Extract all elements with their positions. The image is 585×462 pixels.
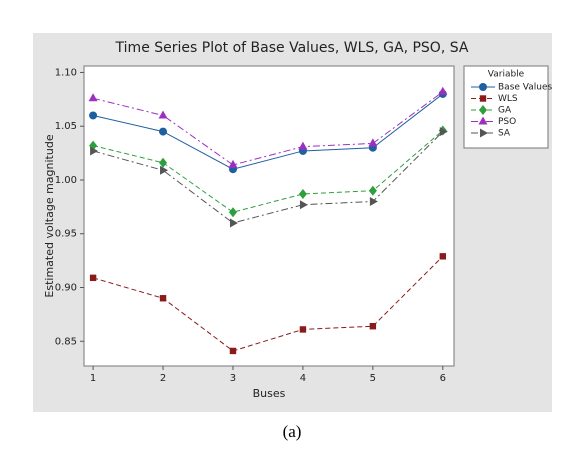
data-point bbox=[439, 127, 448, 137]
legend-label: PSO bbox=[498, 117, 516, 127]
series-line bbox=[92, 131, 444, 224]
data-point bbox=[88, 93, 98, 102]
data-point bbox=[298, 188, 307, 199]
y-tick-label: 0.90 bbox=[55, 283, 77, 294]
data-point bbox=[299, 326, 307, 333]
data-point bbox=[159, 127, 168, 136]
data-point bbox=[158, 110, 168, 119]
series-line bbox=[92, 91, 444, 166]
legend-marker bbox=[479, 105, 487, 115]
caption: (a) bbox=[283, 422, 302, 441]
x-tick-label: 1 bbox=[90, 373, 96, 384]
data-point bbox=[159, 295, 167, 302]
x-tick-label: 4 bbox=[300, 373, 306, 384]
y-axis-label: Estimated voltage magnitude bbox=[43, 134, 56, 297]
legend-label: SA bbox=[498, 129, 511, 139]
legend-marker bbox=[480, 128, 488, 138]
x-tick-label: 5 bbox=[370, 373, 376, 384]
y-tick-label: 1.00 bbox=[55, 175, 77, 186]
data-point bbox=[89, 111, 98, 120]
series-line bbox=[92, 255, 444, 352]
legend-title: Variable bbox=[488, 70, 525, 80]
legend-label: Base Values bbox=[498, 83, 552, 93]
series-line bbox=[92, 130, 444, 213]
data-point bbox=[368, 138, 378, 147]
x-tick-label: 2 bbox=[160, 373, 166, 384]
legend-label: GA bbox=[498, 106, 512, 116]
data-point bbox=[439, 253, 447, 260]
data-point bbox=[160, 165, 169, 175]
data-point bbox=[90, 146, 99, 156]
legend-marker bbox=[479, 83, 487, 91]
data-point bbox=[229, 218, 238, 228]
data-point bbox=[228, 159, 238, 168]
data-point bbox=[159, 157, 168, 168]
data-point bbox=[369, 323, 377, 330]
data-point bbox=[369, 196, 378, 206]
y-tick-label: 0.85 bbox=[55, 336, 77, 347]
data-point bbox=[438, 86, 448, 95]
data-point bbox=[298, 141, 308, 150]
data-point bbox=[299, 200, 308, 210]
legend-marker bbox=[478, 116, 488, 125]
data-point bbox=[228, 207, 237, 218]
legend-marker bbox=[479, 95, 487, 102]
data-point bbox=[368, 185, 377, 196]
x-tick-label: 6 bbox=[440, 373, 446, 384]
x-tick-label: 3 bbox=[230, 373, 236, 384]
x-axis-label: Buses bbox=[253, 387, 286, 400]
y-tick-label: 0.95 bbox=[55, 229, 77, 240]
y-tick-label: 1.05 bbox=[55, 121, 77, 132]
y-tick-label: 1.10 bbox=[55, 67, 77, 78]
data-point bbox=[89, 274, 97, 282]
legend-box bbox=[463, 65, 549, 149]
legend-label: WLS bbox=[498, 94, 518, 104]
chart-title: Time Series Plot of Base Values, WLS, GA… bbox=[115, 40, 469, 56]
data-point bbox=[229, 347, 237, 355]
plot-area bbox=[83, 65, 455, 367]
series-line bbox=[92, 93, 444, 170]
